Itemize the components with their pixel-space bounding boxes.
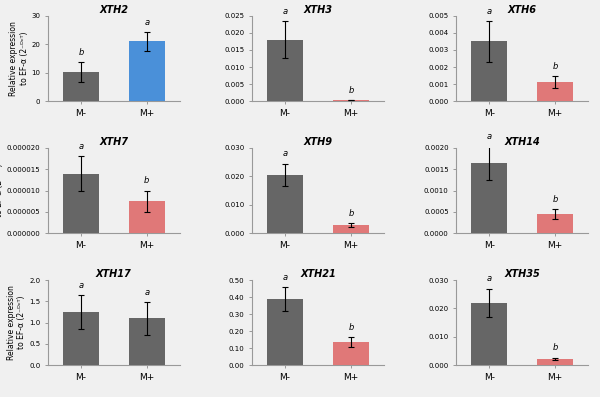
Text: a: a bbox=[144, 18, 149, 27]
Title: XTH35: XTH35 bbox=[504, 269, 540, 279]
Title: XTH3: XTH3 bbox=[304, 5, 332, 15]
Text: b: b bbox=[348, 323, 353, 332]
Bar bbox=[471, 303, 508, 365]
Bar bbox=[128, 318, 165, 365]
Bar bbox=[537, 82, 573, 101]
Bar bbox=[128, 201, 165, 233]
Text: b: b bbox=[348, 86, 353, 94]
Text: a: a bbox=[283, 7, 287, 16]
Bar bbox=[471, 163, 508, 233]
Bar bbox=[537, 214, 573, 233]
Bar bbox=[63, 72, 99, 101]
Bar bbox=[333, 342, 369, 365]
Text: a: a bbox=[79, 143, 83, 151]
Y-axis label: Relative expression
to EF-α (2⁻ᴰᶜᵀ): Relative expression to EF-α (2⁻ᴰᶜᵀ) bbox=[7, 285, 26, 360]
Title: XTH14: XTH14 bbox=[504, 137, 540, 147]
Text: b: b bbox=[78, 48, 83, 57]
Text: a: a bbox=[487, 274, 492, 283]
Bar bbox=[333, 225, 369, 233]
Bar bbox=[128, 41, 165, 101]
Text: a: a bbox=[487, 132, 492, 141]
Y-axis label: Relative expression
to EF-α (2⁻ᴰᶜᵀ): Relative expression to EF-α (2⁻ᴰᶜᵀ) bbox=[0, 153, 4, 228]
Text: b: b bbox=[553, 62, 558, 71]
Title: XTH17: XTH17 bbox=[96, 269, 132, 279]
Title: XTH21: XTH21 bbox=[300, 269, 336, 279]
Title: XTH2: XTH2 bbox=[100, 5, 128, 15]
Bar bbox=[267, 175, 303, 233]
Text: a: a bbox=[79, 281, 83, 290]
Title: XTH9: XTH9 bbox=[304, 137, 332, 147]
Y-axis label: Relative expression
to EF-α (2⁻ᴰᶜᵀ): Relative expression to EF-α (2⁻ᴰᶜᵀ) bbox=[9, 21, 29, 96]
Text: b: b bbox=[348, 209, 353, 218]
Text: a: a bbox=[144, 288, 149, 297]
Text: a: a bbox=[283, 273, 287, 282]
Bar bbox=[267, 299, 303, 365]
Bar bbox=[267, 40, 303, 101]
Bar bbox=[63, 312, 99, 365]
Text: b: b bbox=[144, 176, 149, 185]
Bar bbox=[333, 100, 369, 101]
Title: XTH6: XTH6 bbox=[508, 5, 536, 15]
Text: b: b bbox=[553, 343, 558, 353]
Text: a: a bbox=[283, 149, 287, 158]
Text: a: a bbox=[487, 7, 492, 16]
Title: XTH7: XTH7 bbox=[100, 137, 128, 147]
Bar bbox=[471, 41, 508, 101]
Bar bbox=[537, 359, 573, 365]
Bar bbox=[63, 173, 99, 233]
Text: b: b bbox=[553, 195, 558, 204]
